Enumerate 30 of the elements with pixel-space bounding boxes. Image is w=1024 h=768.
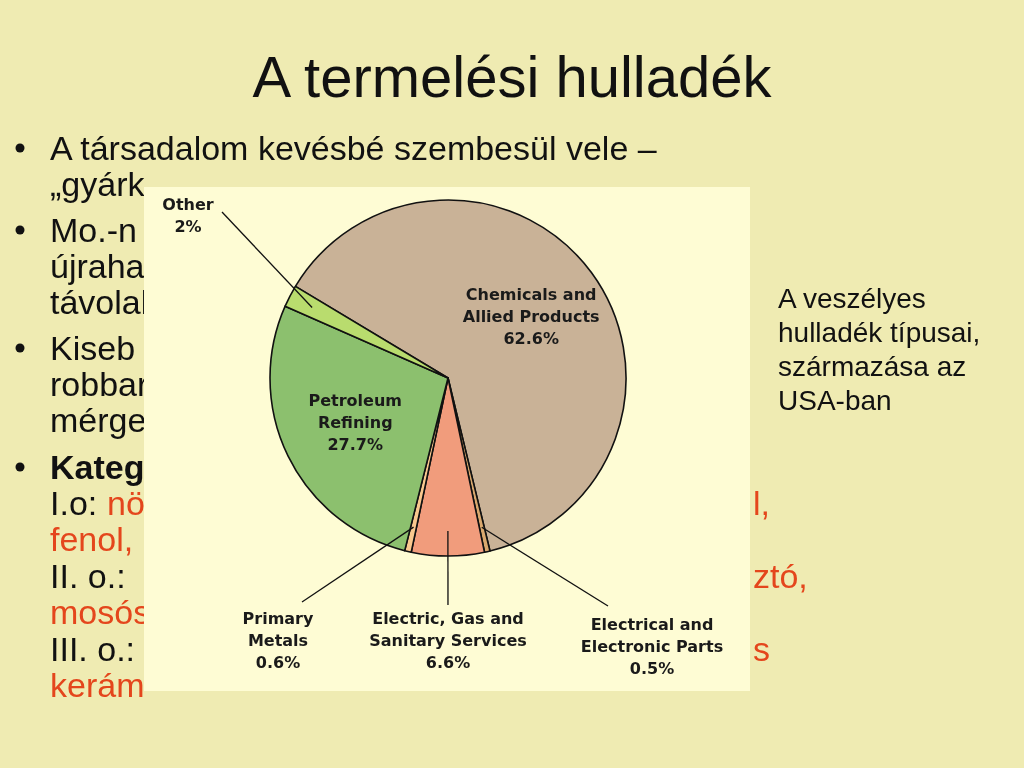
slice-label: Petroleum Refining — [308, 391, 403, 433]
text: l, — [753, 484, 770, 522]
data-label: 27.7% — [327, 435, 384, 455]
slice-label: Electric, Gas and Sanitary Services — [369, 609, 527, 650]
data-label: 2% — [174, 217, 202, 236]
data-label: 6.6% — [425, 653, 471, 672]
text: II. o.: — [50, 557, 126, 595]
text: fenol, — [50, 520, 134, 558]
text: robbar — [50, 365, 149, 403]
text: kerám — [50, 666, 145, 704]
data-label: 0.5% — [629, 659, 675, 678]
slice-label: Electrical and Electronic Parts — [580, 615, 724, 656]
text: Mo.-n — [50, 211, 137, 249]
text: A veszélyes hulladék típusai, származása az USA-ban — [778, 283, 981, 416]
data-label: 0.6% — [255, 653, 301, 672]
slice-label: Other — [162, 195, 214, 214]
slice-label: Primary Metals — [242, 609, 315, 650]
text: újraha — [50, 247, 145, 285]
data-label: 62.6% — [503, 328, 559, 348]
text: A társadalom kevésbé szembesül vele – — [50, 129, 657, 167]
chart-title: A termelési hulladék — [252, 44, 773, 109]
slice-label: Chemicals and Allied Products — [462, 284, 600, 326]
text: s — [753, 630, 770, 668]
text: III. o.: — [50, 630, 136, 668]
text: Kiseb — [50, 329, 136, 367]
text: Kateg — [50, 448, 145, 486]
text: I.o: — [50, 484, 98, 522]
text: mérge — [50, 401, 147, 439]
text: „gyárk — [50, 165, 146, 203]
text: ztó, — [753, 557, 808, 595]
